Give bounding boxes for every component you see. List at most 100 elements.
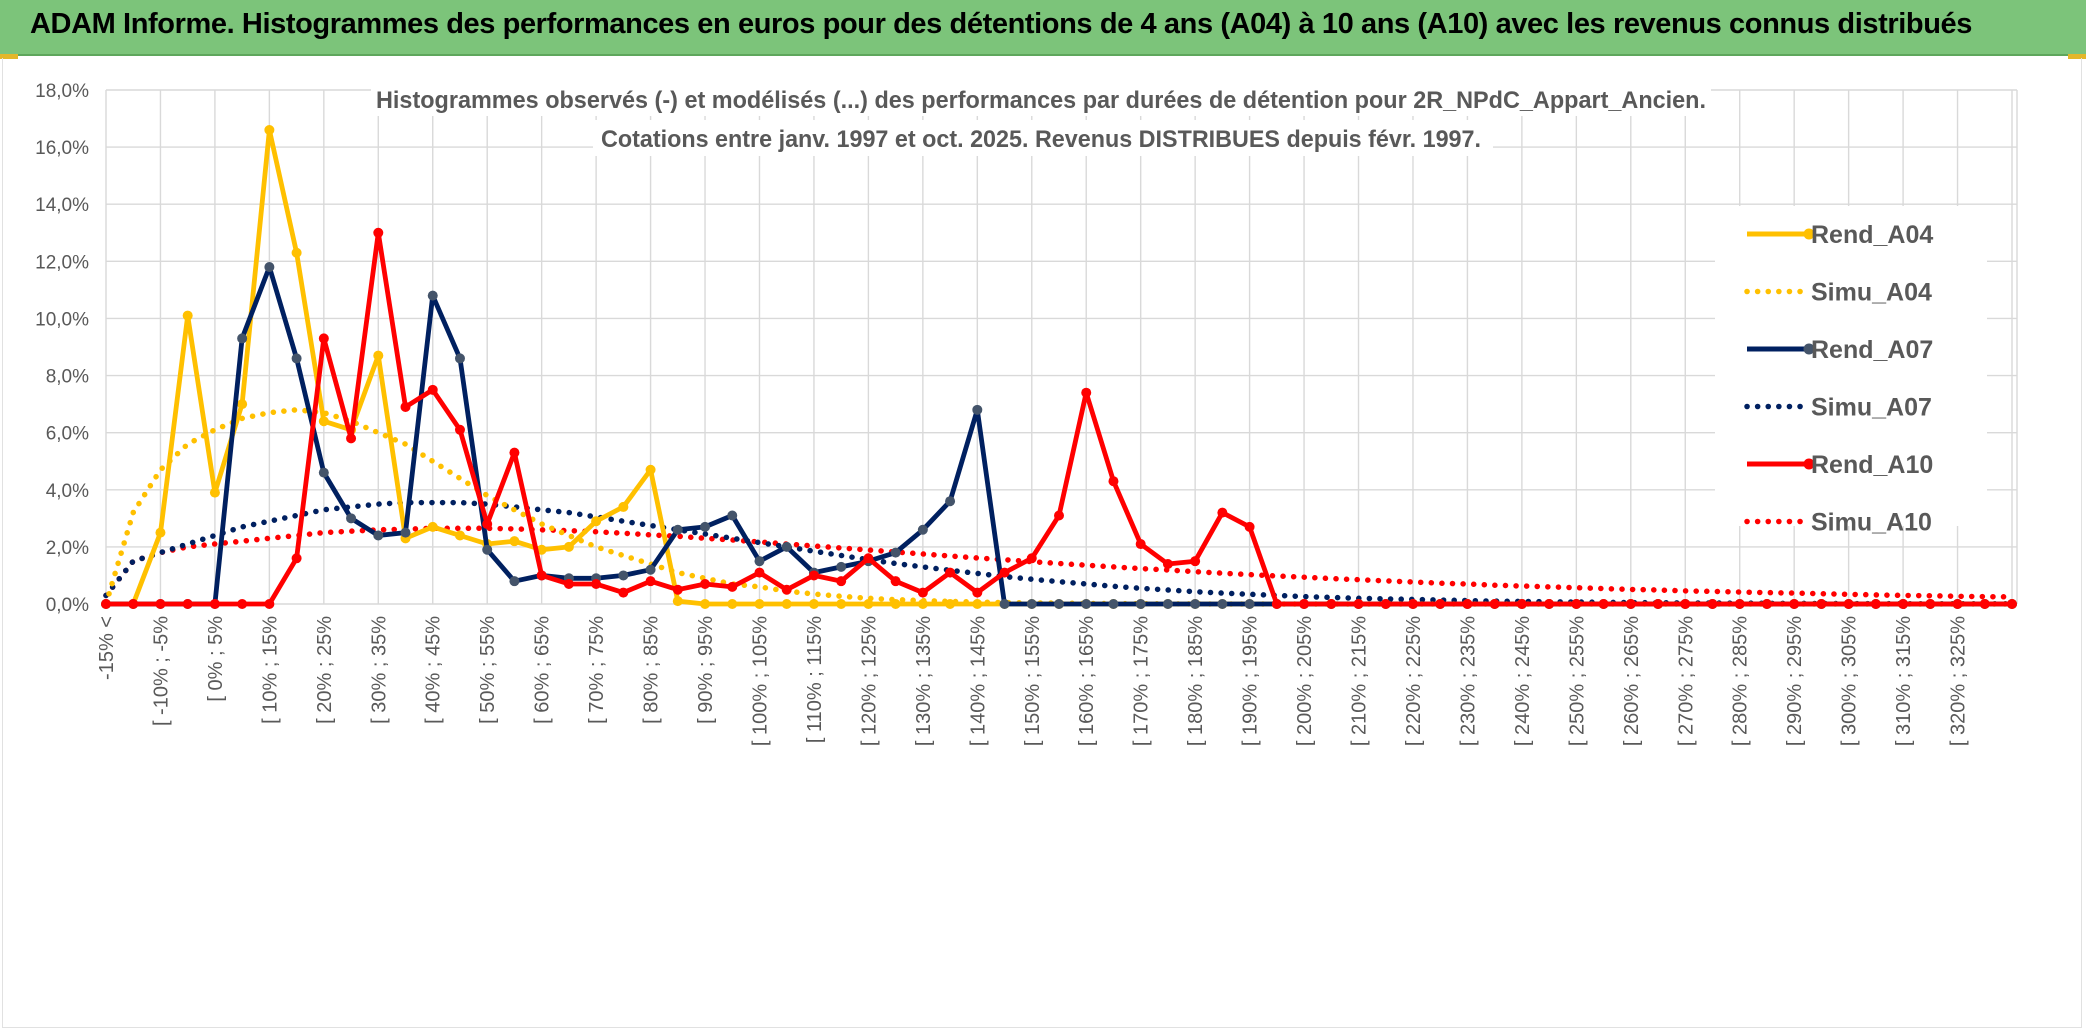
chart-area: 0,0% 2,0% 4,0% 6,0% 8,0% 10,0% 12,0% 14,0% 16,0%… [2, 58, 2082, 1028]
legend-marker [1803, 343, 1815, 355]
series-point [509, 447, 520, 458]
series-point [1816, 599, 1827, 609]
series-line [103, 525, 2015, 600]
x-tick-label: [ 270% ; 275% [1675, 616, 1697, 746]
x-tick-label: [ 180% ; 185% [1185, 616, 1207, 746]
series-point [1653, 599, 1664, 609]
series-point [727, 581, 738, 592]
x-tick-label: [ 70% ; 75% [586, 616, 608, 724]
series-point [945, 496, 956, 507]
series-point [972, 587, 983, 598]
series-point [1054, 599, 1064, 609]
series-point [1979, 599, 1990, 609]
x-tick-label: [ 290% ; 295% [1784, 616, 1806, 746]
legend-label: Rend_A04 [1811, 221, 1933, 249]
series-point [700, 579, 711, 590]
x-tick-label: [ 140% ; 145% [967, 616, 989, 746]
series-point [427, 521, 438, 532]
series-point [836, 561, 847, 572]
legend-label: Rend_A10 [1811, 451, 1933, 479]
series-point [1680, 599, 1691, 609]
series-point [1190, 599, 1201, 609]
series-point [727, 510, 738, 521]
series-point [400, 527, 411, 538]
series-point [945, 599, 956, 609]
corner-mark-right [2068, 54, 2086, 59]
series-point [781, 599, 792, 609]
series-point [863, 553, 874, 564]
series-point [318, 467, 329, 478]
series-point [291, 353, 302, 364]
series-point [1407, 599, 1418, 609]
y-axis: 0,0% 2,0% 4,0% 6,0% 8,0% 10,0% 12,0% 14,0% 16,0%… [35, 81, 89, 616]
series-point [1326, 599, 1337, 609]
series-point [808, 570, 819, 581]
x-tick-label: [ 110% ; 115% [804, 616, 826, 743]
x-tick-label: [ 310% ; 315% [1893, 616, 1915, 746]
banner: ADAM Informe. Histogrammes des performan… [0, 0, 2086, 56]
x-tick-label: [ 200% ; 205% [1294, 616, 1316, 746]
x-tick-label: [ 280% ; 285% [1730, 616, 1752, 746]
series-point [346, 433, 357, 444]
series-simu-a10 [103, 525, 2015, 600]
x-tick-label: [ 130% ; 135% [913, 616, 935, 746]
legend-item-rend-a04: Rend_A04 [1747, 221, 1933, 249]
legend-item-rend-a07: Rend_A07 [1747, 336, 1933, 364]
x-tick-label: [ 90% ; 95% [695, 616, 717, 724]
x-tick-label: [ 240% ; 245% [1512, 616, 1534, 746]
series-point [890, 547, 901, 558]
series-point [1462, 599, 1473, 609]
series-point [618, 570, 629, 581]
series-point [563, 541, 574, 552]
series-point [754, 556, 765, 567]
series-point [1081, 599, 1092, 609]
series-point [672, 584, 683, 595]
series-point [1353, 599, 1364, 609]
series-point [482, 519, 493, 530]
series-point [781, 584, 792, 595]
series-point [1952, 599, 1963, 609]
series-point [618, 501, 629, 512]
series-point [781, 541, 792, 552]
series-point [182, 599, 193, 609]
corner-mark-left [0, 54, 18, 59]
x-tick-label: [ 230% ; 235% [1457, 616, 1479, 746]
series-point [863, 599, 874, 609]
legend-box [1715, 206, 1987, 526]
series-point [1271, 599, 1282, 609]
series-point [1054, 510, 1064, 521]
series-point [917, 599, 928, 609]
series-simu-a07 [103, 499, 2015, 607]
series-point [999, 599, 1010, 609]
series-point [1162, 559, 1173, 570]
series-point [318, 416, 329, 427]
x-axis: -15% < [ -10% ; -5% [ 0% ; 5% [ 10% ; 15% [ … [96, 616, 1970, 746]
x-tick-label: [ 50% ; 55% [477, 616, 499, 724]
legend-item-rend-a10: Rend_A10 [1747, 451, 1933, 479]
series-point [972, 599, 983, 609]
x-tick-label: [ 0% ; 5% [205, 616, 227, 702]
series-point [373, 227, 384, 238]
y-tick-label: 2,0% [46, 538, 89, 559]
x-tick-label: [ 40% ; 45% [423, 616, 445, 724]
chart: 0,0% 2,0% 4,0% 6,0% 8,0% 10,0% 12,0% 14,0% 16,0%… [35, 80, 2018, 746]
y-tick-label: 18,0% [35, 81, 89, 102]
series-point [1734, 599, 1745, 609]
x-tick-label: [ 250% ; 255% [1566, 616, 1588, 746]
series-point [836, 599, 847, 609]
series-point [1108, 599, 1119, 609]
x-tick-label: [ -10% ; -5% [150, 616, 172, 726]
series-point [999, 567, 1010, 578]
series-point [1190, 556, 1201, 567]
x-tick-label: [ 190% ; 195% [1240, 616, 1262, 746]
subtitle-backdrop [593, 120, 1493, 156]
series-point [237, 599, 248, 609]
banner-title: ADAM Informe. Histogrammes des performan… [30, 8, 1972, 40]
x-tick-label: [ 60% ; 65% [532, 616, 554, 724]
series-line [103, 499, 2015, 607]
chart-title: Histogrammes observés (-) et modélisés (… [376, 87, 1706, 114]
series-point [1870, 599, 1881, 609]
series-point [945, 567, 956, 578]
legend-item-simu-a07: Simu_A07 [1744, 394, 1932, 422]
series-point [1489, 599, 1500, 609]
